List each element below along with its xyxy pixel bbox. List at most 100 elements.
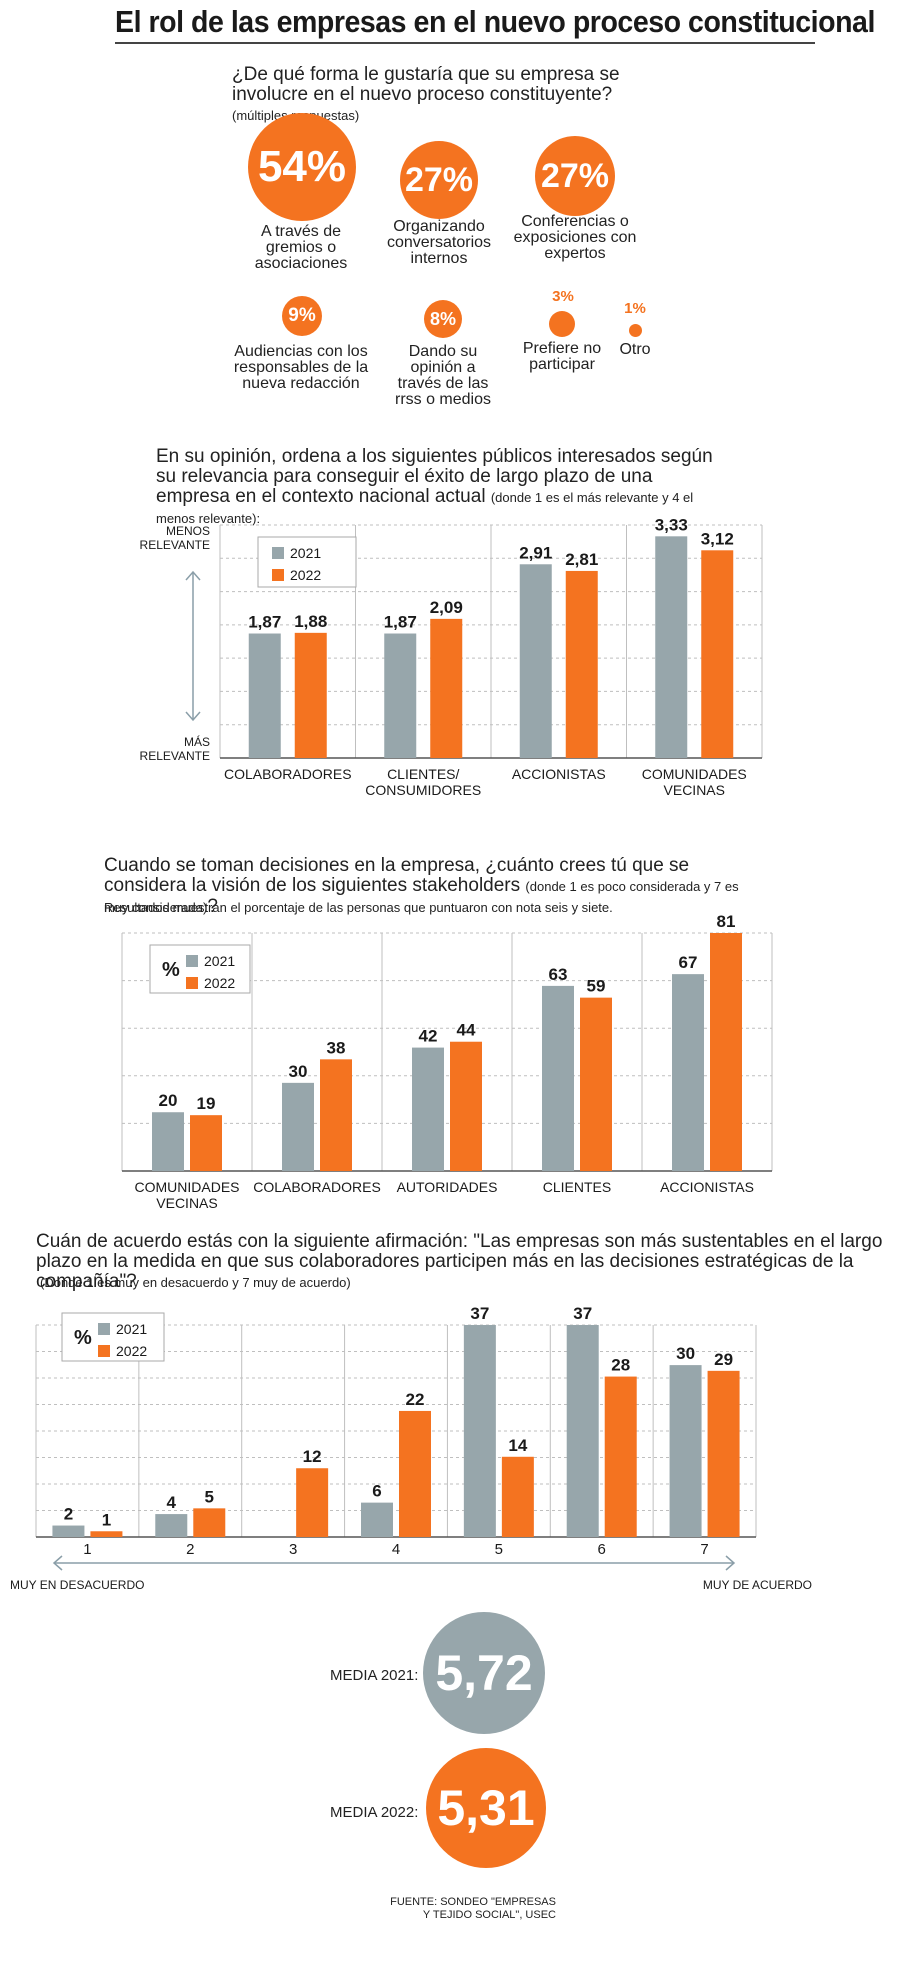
data-label: 1 bbox=[102, 1510, 111, 1529]
section3-question: Cuando se toman decisiones en la empresa… bbox=[104, 856, 764, 918]
category-label: 5 bbox=[495, 1541, 503, 1558]
media-2022-value: 5,31 bbox=[437, 1780, 535, 1836]
section4-note: (Donde 1 es muy en desacuerdo y 7 muy de… bbox=[40, 1275, 351, 1290]
section3-subnote: Resultados muestran el porcentaje de las… bbox=[104, 900, 613, 915]
category-label: COMUNIDADES bbox=[134, 1179, 239, 1195]
bar-2021 bbox=[152, 1112, 184, 1171]
data-label: 42 bbox=[419, 1027, 438, 1046]
legend-swatch-2022 bbox=[186, 977, 198, 989]
legend-swatch-2022 bbox=[272, 569, 284, 581]
bubble-9: 9% bbox=[282, 296, 322, 336]
data-label: 44 bbox=[457, 1021, 476, 1040]
bar-2022 bbox=[294, 632, 327, 758]
bar-2022 bbox=[604, 1376, 637, 1537]
data-label: 6 bbox=[372, 1482, 381, 1501]
bar-2022 bbox=[450, 1041, 482, 1171]
bubble-3 bbox=[549, 311, 575, 337]
page-title: El rol de las empresas en el nuevo proce… bbox=[115, 4, 875, 39]
section1-question: ¿De qué forma le gustaría que su empresa… bbox=[232, 65, 672, 126]
category-label: CLIENTES bbox=[543, 1179, 611, 1195]
data-label: 59 bbox=[587, 977, 606, 996]
category-label: COLABORADORES bbox=[224, 766, 352, 782]
bubble-label: Prefiere no participar bbox=[522, 340, 602, 373]
bottom-relevance-label: MÁS bbox=[184, 734, 210, 749]
section2-question-text: En su opinión, ordena a los siguientes p… bbox=[156, 446, 713, 507]
data-label: 5 bbox=[205, 1487, 214, 1506]
data-label: 30 bbox=[676, 1344, 695, 1363]
source-note: FUENTE: SONDEO "EMPRESAS Y TEJIDO SOCIAL… bbox=[390, 1896, 556, 1921]
bar-2022 bbox=[90, 1531, 123, 1537]
data-label: 2,91 bbox=[519, 543, 552, 562]
category-label: 4 bbox=[392, 1541, 400, 1558]
legend-label: 2021 bbox=[290, 545, 321, 561]
data-label: 3,33 bbox=[655, 515, 688, 534]
bubble-value-1: 1% bbox=[624, 300, 646, 317]
section3-question-text: Cuando se toman decisiones en la empresa… bbox=[104, 855, 690, 896]
bar-2022 bbox=[707, 1370, 740, 1537]
bottom-relevance-label: RELEVANTE bbox=[140, 749, 210, 763]
scale-left-label: MUY EN DESACUERDO bbox=[10, 1578, 144, 1592]
bar-2022 bbox=[580, 997, 612, 1171]
bar-2021 bbox=[248, 633, 281, 758]
data-label: 14 bbox=[508, 1436, 527, 1455]
data-label: 63 bbox=[549, 965, 568, 984]
bar-2022 bbox=[565, 570, 598, 758]
category-label: ACCIONISTAS bbox=[512, 766, 606, 782]
bar-2022 bbox=[190, 1115, 222, 1171]
media-2021-circle: 5,72 bbox=[423, 1612, 545, 1734]
legend-label: 2022 bbox=[204, 975, 235, 991]
legend-box bbox=[149, 944, 251, 994]
bubble-label: Audiencias con los responsables de la nu… bbox=[233, 343, 369, 392]
category-label: 6 bbox=[598, 1541, 606, 1558]
category-label: VECINAS bbox=[664, 782, 725, 798]
scale-arrow-right-icon bbox=[725, 1555, 736, 1571]
bar-2022 bbox=[710, 933, 742, 1171]
category-label: COLABORADORES bbox=[253, 1179, 381, 1195]
data-label: 37 bbox=[470, 1304, 489, 1323]
category-label: AUTORIDADES bbox=[397, 1179, 498, 1195]
bar-2022 bbox=[430, 618, 463, 758]
legend-unit: % bbox=[162, 959, 180, 981]
bubble-27-a: 27% bbox=[400, 141, 478, 219]
bubble-label: Dando su opinión a través de las rrss o … bbox=[394, 343, 492, 408]
top-relevance-label: MENOS bbox=[166, 524, 210, 538]
bar-2021 bbox=[669, 1365, 702, 1537]
bar-2021 bbox=[672, 974, 704, 1171]
category-label: VECINAS bbox=[156, 1195, 217, 1211]
data-label: 22 bbox=[406, 1390, 425, 1409]
bubble-value-3: 3% bbox=[552, 288, 574, 305]
top-relevance-label: RELEVANTE bbox=[140, 538, 210, 552]
legend-swatch-2021 bbox=[98, 1323, 110, 1335]
data-label: 29 bbox=[714, 1350, 733, 1369]
bar-2022 bbox=[701, 550, 734, 758]
relevance-arrow-down-icon bbox=[185, 711, 201, 722]
bar-2021 bbox=[566, 1325, 599, 1537]
title-underline bbox=[115, 42, 815, 44]
data-label: 37 bbox=[573, 1304, 592, 1323]
scale-arrow-left-icon bbox=[52, 1555, 63, 1571]
bar-2021 bbox=[519, 564, 552, 758]
section3-note: (donde 1 es poco considerada y 7 es muy … bbox=[104, 879, 739, 915]
section2-note: (donde 1 es el más relevante y 4 el meno… bbox=[156, 490, 694, 526]
data-label: 3,12 bbox=[701, 529, 734, 548]
data-label: 20 bbox=[159, 1091, 178, 1110]
legend-swatch-2021 bbox=[272, 547, 284, 559]
category-label: CONSUMIDORES bbox=[365, 782, 481, 798]
relevance-arrow-up-icon bbox=[185, 570, 201, 581]
section1-question-text: ¿De qué forma le gustaría que su empresa… bbox=[232, 64, 620, 105]
bubble-value: 54% bbox=[257, 142, 347, 191]
bubble-value: 8% bbox=[429, 309, 456, 329]
bubble-value: 9% bbox=[288, 305, 316, 326]
bubble-27-b: 27% bbox=[535, 136, 615, 216]
bar-2021 bbox=[282, 1082, 314, 1171]
legend-swatch-2022 bbox=[98, 1345, 110, 1357]
bubble-label: Organizando conversatorios internos bbox=[386, 218, 492, 267]
bar-2022 bbox=[193, 1508, 226, 1537]
bar-2021 bbox=[52, 1525, 85, 1537]
category-label: 1 bbox=[83, 1541, 91, 1558]
data-label: 28 bbox=[611, 1356, 630, 1375]
bubble-value: 27% bbox=[404, 161, 474, 199]
media-2021-value: 5,72 bbox=[435, 1645, 533, 1701]
